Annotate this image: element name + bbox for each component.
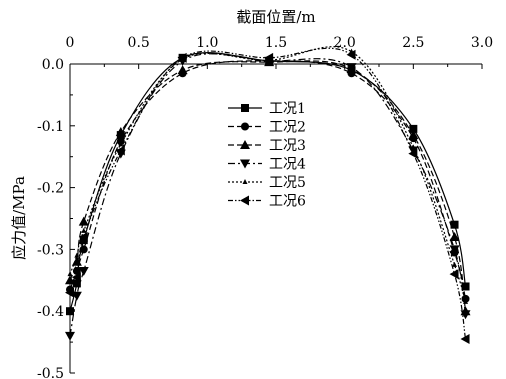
- x-tick-label: 2.5: [402, 35, 424, 51]
- x-tick-label: 1.5: [265, 35, 287, 51]
- data-point: [66, 307, 74, 316]
- y-tick-label: -0.2: [37, 181, 64, 197]
- data-point: [410, 144, 416, 150]
- data-point: [346, 63, 357, 73]
- series-line: [69, 47, 467, 340]
- series-layer: [65, 46, 471, 345]
- data-point: [450, 220, 459, 229]
- y-tick-label: -0.1: [37, 119, 64, 135]
- data-point: [71, 272, 81, 283]
- series-line: [69, 60, 467, 299]
- data-point: [65, 331, 75, 341]
- x-tick-label: 0: [66, 35, 75, 51]
- data-point: [78, 267, 89, 277]
- legend-item: 工况3: [228, 138, 306, 154]
- series-5: [67, 46, 469, 304]
- legend: 工况1 工况2 工况3 工况4 工况5 工况6: [228, 101, 306, 210]
- data-point: [65, 287, 74, 298]
- data-point: [177, 52, 187, 63]
- data-point: [115, 126, 126, 136]
- data-point: [408, 148, 418, 159]
- data-point: [65, 275, 75, 285]
- series-line: [69, 52, 467, 312]
- legend-label: 工况6: [269, 194, 306, 210]
- x-axis-title: 截面位置/m: [236, 8, 315, 26]
- legend-item: 工况6: [228, 194, 306, 210]
- data-point: [449, 232, 460, 242]
- data-point: [79, 236, 88, 245]
- series-2: [66, 56, 470, 303]
- data-point: [78, 232, 88, 243]
- data-point: [74, 252, 80, 258]
- series-3: [65, 57, 471, 316]
- legend-marker: [240, 140, 250, 149]
- data-point: [264, 52, 274, 63]
- y-tick-label: -0.4: [37, 304, 64, 320]
- data-point: [452, 261, 458, 267]
- data-point: [118, 141, 124, 147]
- legend-marker: [241, 104, 249, 112]
- y-axis-title: 应力值/MPa: [10, 176, 28, 260]
- data-point: [449, 245, 460, 255]
- x-tick-label: 3.0: [471, 35, 493, 51]
- legend-item: 工况2: [228, 120, 306, 136]
- data-point: [346, 49, 356, 60]
- data-point: [79, 245, 88, 254]
- legend-label: 工况2: [269, 120, 306, 136]
- data-point: [409, 124, 418, 133]
- data-point: [449, 269, 459, 280]
- data-point: [408, 130, 419, 140]
- legend-label: 工况1: [269, 101, 306, 117]
- legend-item: 工况4: [228, 157, 306, 173]
- axes: 0 0.5 1.0 1.5 2.0 2.5 3.00.0-0.1-0.2-0.3-0.4-0…: [37, 35, 493, 379]
- data-point: [67, 271, 73, 277]
- legend-item: 工况5: [228, 175, 306, 191]
- y-tick-label: 0.0: [42, 57, 64, 73]
- legend-item: 工况1: [228, 101, 306, 117]
- legend-marker: [240, 195, 249, 206]
- data-point: [177, 65, 188, 75]
- series-1: [66, 52, 470, 316]
- series-4: [65, 53, 471, 341]
- data-point: [460, 334, 470, 345]
- x-tick-label: 0.5: [128, 35, 150, 51]
- y-tick-label: -0.5: [37, 366, 64, 379]
- data-point: [71, 256, 82, 266]
- y-tick-label: -0.3: [37, 242, 64, 258]
- data-point: [463, 298, 469, 304]
- x-tick-label: 1.0: [196, 35, 218, 51]
- series-6: [65, 47, 470, 345]
- legend-marker: [240, 159, 250, 169]
- data-point: [116, 137, 125, 146]
- data-point: [460, 310, 471, 320]
- data-point: [81, 227, 87, 233]
- legend-label: 工况3: [269, 138, 306, 154]
- legend-marker: [242, 179, 248, 184]
- data-point: [461, 282, 470, 291]
- series-line: [69, 46, 467, 303]
- series-line: [69, 60, 467, 312]
- data-point: [115, 145, 125, 156]
- legend-label: 工况4: [269, 157, 306, 173]
- legend-marker: [241, 122, 249, 131]
- data-point: [71, 291, 82, 301]
- legend-label: 工况5: [269, 175, 306, 191]
- data-point: [72, 279, 81, 288]
- series-line: [69, 53, 467, 337]
